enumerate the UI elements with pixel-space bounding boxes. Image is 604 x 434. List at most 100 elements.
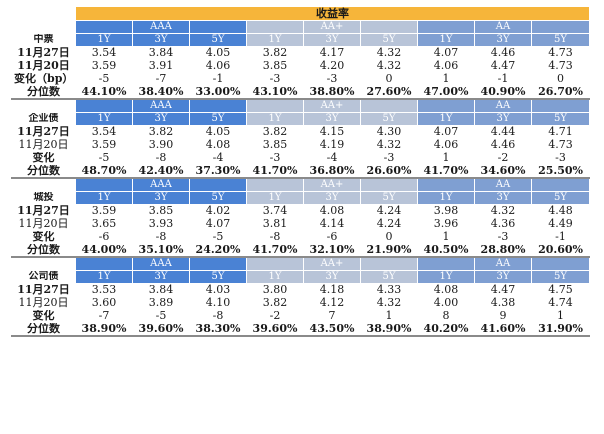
tenor-header-cell: 5Y xyxy=(360,191,418,205)
value-cell: -3 xyxy=(530,151,591,165)
value-cell: 31.90% xyxy=(530,322,591,337)
row-label: 11月20日 xyxy=(11,296,76,310)
rating-header-cell xyxy=(246,20,304,34)
value-cell: 38.40% xyxy=(132,85,190,100)
value-cell: 4.02 xyxy=(189,204,247,218)
table-row: 分位数 44.10% 38.40% 33.00% 43.10% 38.80% 27.60% 4… xyxy=(11,85,591,100)
value-cell: 35.10% xyxy=(132,243,190,258)
value-cell: 48.70% xyxy=(75,164,133,179)
title-blank-cell xyxy=(11,6,76,21)
table-row: 变化 -7 -5 -8 -2 7 1 8 9 1 xyxy=(11,309,591,323)
value-cell: -7 xyxy=(132,72,190,86)
value-cell: 3.93 xyxy=(132,217,190,231)
value-cell: 3.85 xyxy=(246,59,304,73)
value-cell: 44.00% xyxy=(75,243,133,258)
value-cell: 26.60% xyxy=(360,164,418,179)
tenor-header-cell: 5Y xyxy=(189,33,247,47)
row-label: 分位数 xyxy=(11,164,76,179)
row-label: 变化（bp） xyxy=(11,72,76,86)
value-cell: -8 xyxy=(132,151,190,165)
value-cell: -8 xyxy=(132,230,190,244)
rating-header-cell: AA+ xyxy=(303,98,361,113)
tenor-header-cell: 1Y xyxy=(246,33,304,47)
value-cell: 4.47 xyxy=(474,283,532,297)
tenor-header-cell: 3Y xyxy=(132,33,190,47)
value-cell: 3.84 xyxy=(132,283,190,297)
tenor-header-cell: 5Y xyxy=(530,33,591,47)
value-cell: 3.53 xyxy=(75,283,133,297)
tenor-header-cell: 3Y xyxy=(303,112,361,126)
row-label: 变化 xyxy=(11,151,76,165)
value-cell: 7 xyxy=(303,309,361,323)
table-row: 11月20日 3.60 3.89 4.10 3.82 4.12 4.32 4.00 4.38 4.… xyxy=(11,296,591,310)
value-cell: 3.82 xyxy=(132,125,190,139)
row-label: 变化 xyxy=(11,309,76,323)
rating-header-cell xyxy=(530,177,591,192)
value-cell: 4.24 xyxy=(360,204,418,218)
rating-header-cell xyxy=(246,256,304,271)
section-name: 中票 xyxy=(11,33,76,47)
table-row: 变化 -6 -8 -5 -8 -6 0 1 -3 -1 xyxy=(11,230,591,244)
tenor-header-cell: 3Y xyxy=(474,191,532,205)
value-cell: 27.60% xyxy=(360,85,418,100)
rating-header-cell: AA xyxy=(474,256,532,271)
value-cell: 3.98 xyxy=(417,204,475,218)
value-cell: 4.48 xyxy=(530,204,591,218)
value-cell: 4.17 xyxy=(303,46,361,60)
tenor-header-cell: 5Y xyxy=(360,270,418,284)
value-cell: 3.82 xyxy=(246,125,304,139)
value-cell: 4.06 xyxy=(417,59,475,73)
value-cell: 1 xyxy=(417,72,475,86)
value-cell: 3.54 xyxy=(75,46,133,60)
value-cell: 3.59 xyxy=(75,59,133,73)
rating-header-cell: AAA xyxy=(132,256,190,271)
value-cell: 32.10% xyxy=(303,243,361,258)
tenor-header-cell: 3Y xyxy=(303,33,361,47)
row-label: 11月20日 xyxy=(11,59,76,73)
value-cell: -8 xyxy=(189,309,247,323)
rating-header-cell: AA+ xyxy=(303,256,361,271)
value-cell: -6 xyxy=(303,230,361,244)
value-cell: 21.90% xyxy=(360,243,418,258)
value-cell: -1 xyxy=(189,72,247,86)
table-row: 11月20日 3.59 3.91 4.06 3.85 4.20 4.32 4.06 4.47 4.… xyxy=(11,59,591,73)
value-cell: 43.10% xyxy=(246,85,304,100)
value-cell: 37.30% xyxy=(189,164,247,179)
value-cell: 4.38 xyxy=(474,296,532,310)
table-row: 11月27日 3.59 3.85 4.02 3.74 4.08 4.24 3.98 4.32 4.… xyxy=(11,204,591,218)
value-cell: 4.05 xyxy=(189,46,247,60)
value-cell: 4.32 xyxy=(360,138,418,152)
row-label: 11月20日 xyxy=(11,138,76,152)
tenor-header-cell: 5Y xyxy=(189,270,247,284)
table-row: 11月27日 3.53 3.84 4.03 3.80 4.18 4.33 4.08 4.47 4.… xyxy=(11,283,591,297)
value-cell: 4.32 xyxy=(360,59,418,73)
value-cell: -4 xyxy=(303,151,361,165)
row-label: 11月27日 xyxy=(11,204,76,218)
value-cell: -5 xyxy=(189,230,247,244)
rating-header-cell xyxy=(189,98,247,113)
yield-table-body: 收益率 AAA AA+ AA 中票 1Y 3Y 5Y 1Y 3Y 5Y 1Y 3Y 5Y 11月27日 3.… xyxy=(11,6,591,337)
tenor-header-cell: 3Y xyxy=(132,112,190,126)
value-cell: 41.70% xyxy=(246,164,304,179)
value-cell: 4.14 xyxy=(303,217,361,231)
value-cell: -3 xyxy=(474,230,532,244)
value-cell: 3.91 xyxy=(132,59,190,73)
value-cell: 3.89 xyxy=(132,296,190,310)
value-cell: 41.70% xyxy=(417,164,475,179)
row-label: 变化 xyxy=(11,230,76,244)
value-cell: 4.00 xyxy=(417,296,475,310)
value-cell: 36.80% xyxy=(303,164,361,179)
rating-header-cell: AAA xyxy=(132,177,190,192)
rating-header-cell xyxy=(530,98,591,113)
rating-header-cell xyxy=(360,256,418,271)
value-cell: 34.60% xyxy=(474,164,532,179)
rating-header-cell xyxy=(189,256,247,271)
table-row: 分位数 44.00% 35.10% 24.20% 41.70% 32.10% 21.90% 4… xyxy=(11,243,591,258)
value-cell: 4.30 xyxy=(360,125,418,139)
tenor-header-cell: 1Y xyxy=(75,33,133,47)
rating-header-cell xyxy=(360,20,418,34)
tenor-header-cell: 3Y xyxy=(474,270,532,284)
value-cell: 40.20% xyxy=(417,322,475,337)
value-cell: 4.18 xyxy=(303,283,361,297)
value-cell: 3.74 xyxy=(246,204,304,218)
